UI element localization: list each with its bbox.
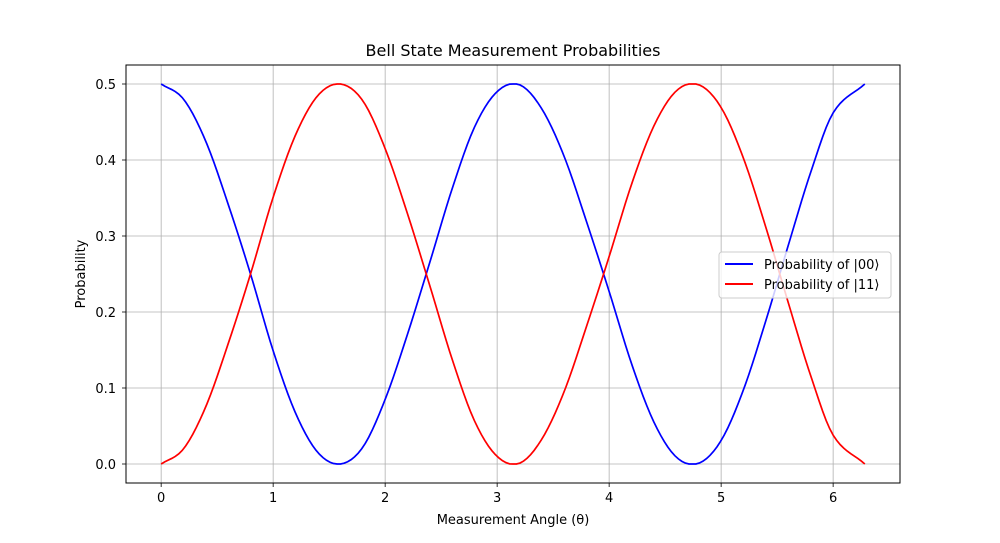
x-tick-label: 1 bbox=[269, 491, 277, 506]
chart-title: Bell State Measurement Probabilities bbox=[366, 41, 661, 60]
grid bbox=[126, 65, 900, 483]
x-axis-label: Measurement Angle (θ) bbox=[437, 513, 590, 528]
y-tick-label: 0.2 bbox=[95, 306, 116, 321]
y-tick-label: 0.3 bbox=[95, 230, 116, 245]
legend-box bbox=[718, 251, 892, 299]
series-line-1 bbox=[160, 83, 866, 465]
y-tick-label: 0.0 bbox=[95, 458, 116, 473]
y-tick-label: 0.1 bbox=[95, 382, 116, 397]
x-tick-label: 5 bbox=[717, 491, 725, 506]
x-tick-label: 3 bbox=[493, 491, 501, 506]
x-tick-label: 2 bbox=[381, 491, 389, 506]
plot-frame bbox=[125, 64, 901, 484]
y-tick-label: 0.5 bbox=[95, 78, 116, 93]
legend-label-00: Probability of |00⟩ bbox=[764, 258, 880, 273]
legend-label-11: Probability of |11⟩ bbox=[764, 278, 880, 293]
series-line-0 bbox=[160, 83, 866, 465]
series-layer bbox=[160, 83, 866, 465]
x-tick-label: 0 bbox=[157, 491, 165, 506]
y-tick-label: 0.4 bbox=[95, 154, 116, 169]
x-tick-label: 6 bbox=[829, 491, 837, 506]
legend: Probability of |00⟩ Probability of |11⟩ bbox=[718, 251, 892, 299]
x-tick-label: 4 bbox=[605, 491, 613, 506]
ticks: 0 1 2 3 4 5 6 0.0 0.1 0.2 0.3 0.4 0.5 bbox=[95, 78, 837, 506]
y-axis-label: Probability bbox=[74, 239, 89, 308]
